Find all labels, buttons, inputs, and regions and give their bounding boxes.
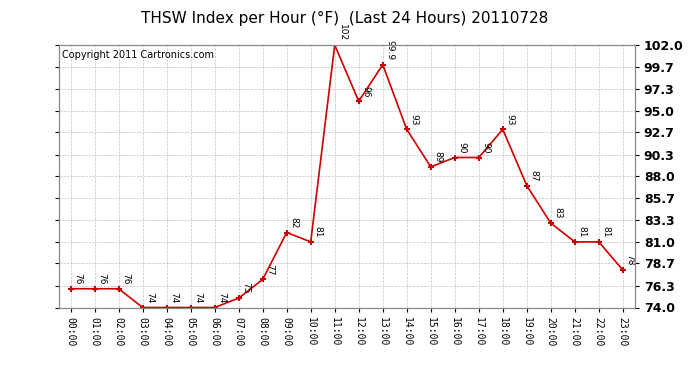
Text: 96: 96 — [362, 86, 371, 97]
Text: 74: 74 — [170, 292, 179, 303]
Text: 75: 75 — [241, 282, 250, 294]
Text: 90: 90 — [457, 142, 466, 153]
Text: 93: 93 — [506, 114, 515, 125]
Text: 83: 83 — [553, 207, 562, 219]
Text: 77: 77 — [266, 264, 275, 275]
Text: THSW Index per Hour (°F)  (Last 24 Hours) 20110728: THSW Index per Hour (°F) (Last 24 Hours)… — [141, 11, 549, 26]
Text: 81: 81 — [578, 226, 586, 238]
Text: 76: 76 — [97, 273, 106, 285]
Text: 82: 82 — [290, 217, 299, 228]
Text: 74: 74 — [146, 292, 155, 303]
Text: 90: 90 — [482, 142, 491, 153]
Text: 74: 74 — [217, 292, 226, 303]
Text: 81: 81 — [602, 226, 611, 238]
Text: 87: 87 — [529, 170, 539, 182]
Text: 102: 102 — [337, 24, 346, 41]
Text: Copyright 2011 Cartronics.com: Copyright 2011 Cartronics.com — [61, 50, 213, 60]
Text: 81: 81 — [313, 226, 322, 238]
Text: 93: 93 — [410, 114, 419, 125]
Text: 74: 74 — [193, 292, 202, 303]
Text: 76: 76 — [121, 273, 130, 285]
Text: 76: 76 — [73, 273, 82, 285]
Text: 89: 89 — [433, 151, 442, 163]
Text: 99.9: 99.9 — [386, 40, 395, 60]
Text: 78: 78 — [626, 254, 635, 266]
